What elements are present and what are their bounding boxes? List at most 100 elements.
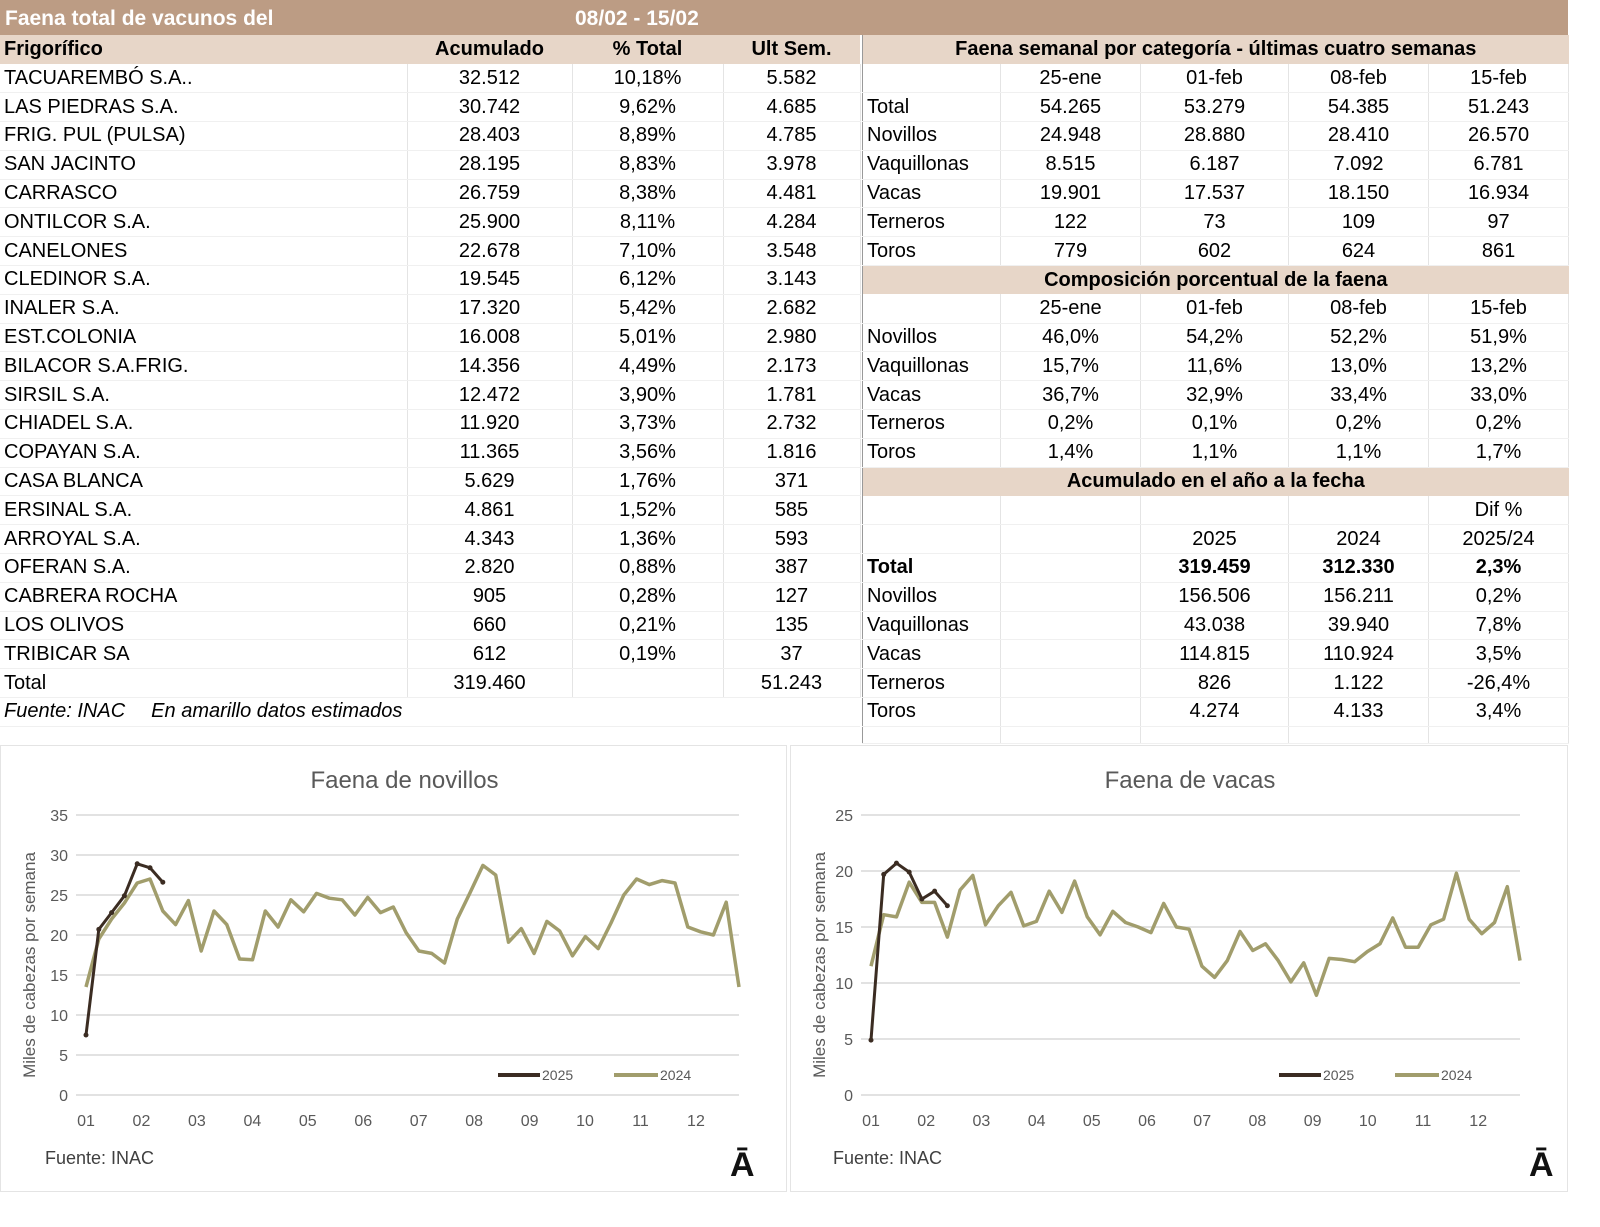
cell-value: 33,0% — [1428, 380, 1570, 411]
cell-value: 24.948 — [1000, 121, 1141, 151]
category-name: Total — [862, 92, 1001, 123]
cell-value: 0,1% — [1140, 409, 1289, 439]
cell-value: 8,89% — [572, 121, 724, 151]
source-note: Fuente: INAC — [4, 700, 126, 723]
table-row: Terneros 826 1.122 -26,4% — [862, 668, 1570, 699]
y-tick-label: 25 — [835, 808, 853, 825]
cell-value: 1,1% — [1288, 438, 1429, 468]
plant-name: INALER S.A. — [0, 294, 408, 324]
table-row: Vacas 36,7% 32,9% 33,4% 33,0% — [862, 380, 1570, 411]
cell-value: 1,1% — [1140, 438, 1289, 468]
plant-name: ARROYAL S.A. — [0, 524, 408, 555]
cell-value: 12.472 — [407, 380, 573, 411]
cell-value: 18.150 — [1288, 179, 1429, 209]
table-row: Terneros 0,2% 0,1% 0,2% 0,2% — [862, 409, 1570, 439]
cell-value: 4.685 — [723, 92, 861, 123]
y-tick-label: 10 — [835, 976, 853, 993]
cell-value: 52,2% — [1288, 323, 1429, 353]
cell-value: 15,7% — [1000, 351, 1141, 382]
y-tick-label: 0 — [59, 1088, 68, 1105]
cell-value: 0,21% — [572, 611, 724, 641]
cell-value: 8.515 — [1000, 150, 1141, 180]
cell-value: 54.385 — [1288, 92, 1429, 123]
slaughterhouse-table: Frigorífico Acumulado% Total Ult Sem. TACUA… — [0, 35, 861, 727]
week-date: 25-ene — [1000, 64, 1141, 94]
category-name: Vaquillonas — [862, 611, 1001, 641]
y-tick-label: 25 — [50, 888, 68, 905]
cell-value: 28.403 — [407, 121, 573, 151]
empty-cell — [1000, 639, 1141, 670]
table-row: ONTILCOR S.A. 25.900 8,11% 4.284 — [0, 207, 861, 238]
cell-value: 5,01% — [572, 323, 724, 353]
footnote-row: Fuente: INAC En amarillo datos estimados — [0, 697, 860, 727]
category-name: Total — [862, 553, 1001, 583]
table-row: Novillos 46,0% 54,2% 52,2% 51,9% — [862, 323, 1570, 353]
cell-value: 16.008 — [407, 323, 573, 353]
cell-value: 4.274 — [1140, 697, 1289, 727]
cell-value: 26.570 — [1428, 121, 1570, 151]
category-name: Novillos — [862, 582, 1001, 612]
year-header: 2024 — [1288, 524, 1429, 555]
cell-value: 3,90% — [572, 380, 724, 411]
cell-value: 0,2% — [1288, 409, 1429, 439]
cell-value: -26,4% — [1428, 668, 1570, 699]
plant-name: CASA BLANCA — [0, 467, 408, 497]
plant-name: CHIADEL S.A. — [0, 409, 408, 439]
empty-cell — [862, 524, 1001, 555]
category-name: Vaquillonas — [862, 351, 1001, 382]
cell-value: 1,7% — [1428, 438, 1570, 468]
table-row: Vacas 114.815 110.924 3,5% — [862, 639, 1570, 670]
cell-value: 1.122 — [1288, 668, 1429, 699]
cell-value: 73 — [1140, 207, 1289, 238]
report-title: Faena total de vacunos del — [5, 7, 274, 30]
y-tick-label: 15 — [835, 920, 853, 937]
cell-value: 2.980 — [723, 323, 861, 353]
cell-value: 4.284 — [723, 207, 861, 238]
x-tick-label: 12 — [1469, 1113, 1487, 1130]
y-tick-label: 10 — [50, 1008, 68, 1025]
y-tick-label: 35 — [50, 808, 68, 825]
chart-title: Faena de novillos — [310, 767, 498, 794]
cell-value: 1,76% — [572, 467, 724, 497]
plant-name: LOS OLIVOS — [0, 611, 408, 641]
cell-value: 33,4% — [1288, 380, 1429, 411]
category-name: Vacas — [862, 179, 1001, 209]
logo: Ā — [1529, 1146, 1554, 1184]
cell-value: 5.582 — [723, 64, 861, 94]
x-tick-label: 10 — [576, 1113, 594, 1130]
chart-vacas: Faena de vacas Miles de cabezas por seman… — [790, 745, 1568, 1192]
cell-value: 39.940 — [1288, 611, 1429, 641]
table-row: Novillos 156.506 156.211 0,2% — [862, 582, 1570, 612]
column-header: Acumulado — [407, 35, 572, 64]
legend-label: 2024 — [1441, 1067, 1472, 1083]
data-point-2025 — [134, 861, 140, 867]
cell-value: 1.781 — [723, 380, 861, 411]
y-tick-label: 20 — [835, 864, 853, 881]
cell-value: 0,2% — [1428, 409, 1570, 439]
cell-value: 0,28% — [572, 582, 724, 612]
x-tick-label: 07 — [1193, 1113, 1211, 1130]
cell-value: 9,62% — [572, 92, 724, 123]
chart-svg: Faena de vacas Miles de cabezas por seman… — [810, 767, 1554, 1184]
cell-value: 54,2% — [1140, 323, 1289, 353]
column-header: Frigorífico — [0, 35, 407, 64]
table-row: CARRASCO 26.759 8,38% 4.481 — [0, 179, 861, 209]
cell-value: 0,88% — [572, 553, 724, 583]
x-tick-label: 12 — [687, 1113, 705, 1130]
data-point-2025 — [919, 896, 925, 902]
empty-cell — [862, 726, 1001, 744]
plant-name: EST.COLONIA — [0, 323, 408, 353]
cell-value: 1,4% — [1000, 438, 1141, 468]
cell-value: 3.143 — [723, 265, 861, 295]
cell-value: 0,2% — [1428, 582, 1570, 612]
cell-value: 43.038 — [1140, 611, 1289, 641]
plant-name: CANELONES — [0, 236, 408, 267]
y-tick-label: 5 — [59, 1048, 68, 1065]
report-period: 08/02 - 15/02 — [575, 7, 699, 30]
cell-value: 319.460 — [407, 668, 573, 699]
cell-value: 7,10% — [572, 236, 724, 267]
cell-value: 54.265 — [1000, 92, 1141, 123]
empty-cell — [1000, 697, 1141, 727]
x-tick-label: 03 — [973, 1113, 991, 1130]
cell-value: 28.410 — [1288, 121, 1429, 151]
